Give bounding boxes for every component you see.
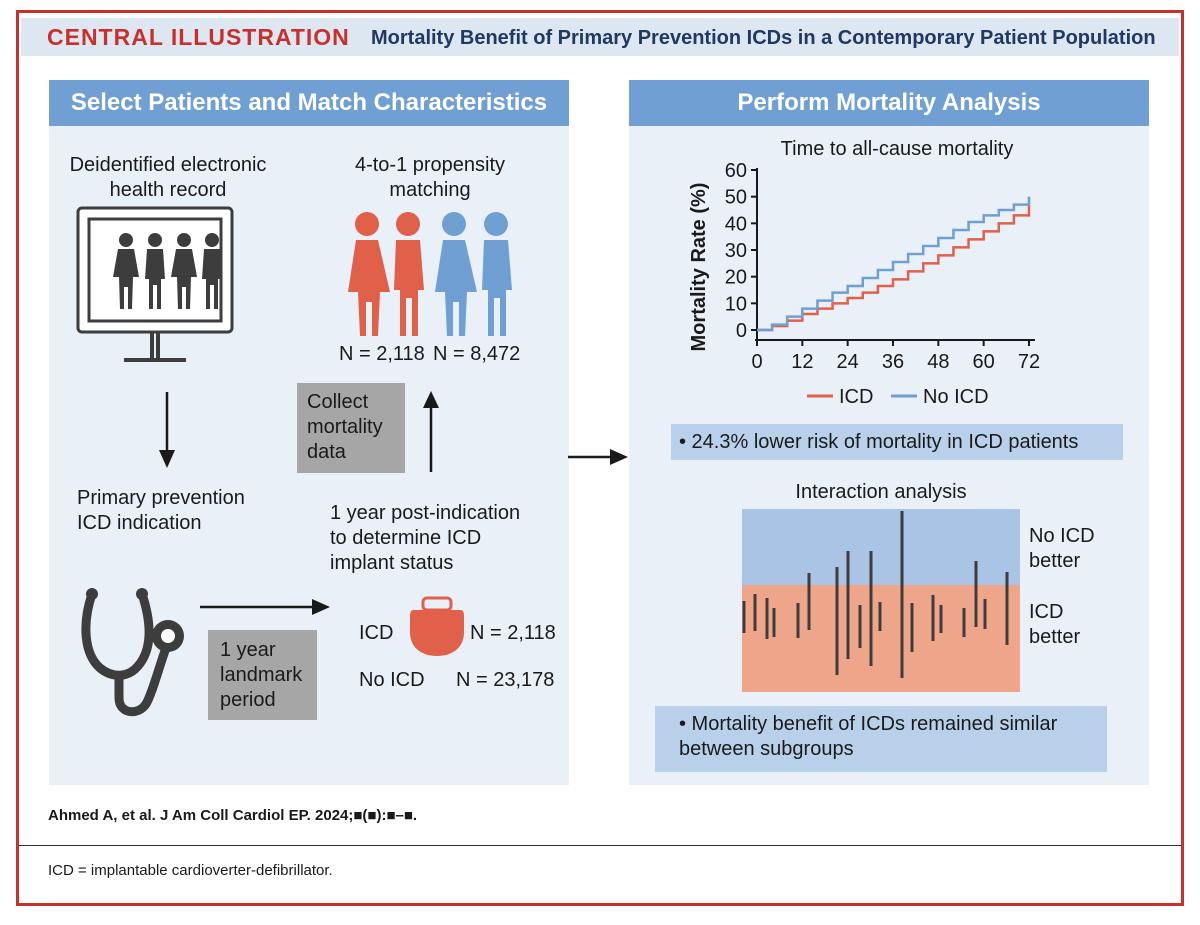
mortality-chart: Time to all-cause mortality Mortality Ra… — [688, 138, 1040, 408]
ehr-label-line2: health record — [109, 179, 227, 201]
y-tick-label: 30 — [725, 240, 747, 262]
post-line1: 1 year post-indication — [330, 502, 521, 524]
collect-line3: data — [307, 441, 346, 463]
noicd-label: No ICD — [359, 669, 425, 691]
central-illustration-label: CENTRAL ILLUSTRATION — [47, 24, 350, 50]
landmark-period-box: 1 year landmark period — [208, 630, 317, 720]
family-icon — [113, 233, 222, 309]
noicd-better-label: No ICD better — [1029, 524, 1095, 574]
x-tick-label: 72 — [1018, 351, 1040, 373]
noicd-count: N = 23,178 — [456, 669, 555, 691]
icd-better-label: ICD better — [1029, 600, 1080, 650]
ehr-label: Deidentified electronic health record — [50, 153, 286, 203]
matching-label-line1: 4-to-1 propensity — [354, 154, 506, 176]
indication-label: Primary prevention ICD indication — [77, 486, 245, 536]
collect-line2: mortality — [307, 416, 383, 438]
subgroup-bullet: • Mortality benefit of ICDs remained sim… — [655, 706, 1107, 772]
subgroup-bullet-line1: • Mortality benefit of ICDs remained sim… — [679, 713, 1058, 735]
noicd-better-line1: No ICD — [1029, 525, 1095, 547]
x-tick-label: 24 — [837, 351, 859, 373]
left-panel-title: Select Patients and Match Characteristic… — [49, 80, 569, 126]
page-title: Mortality Benefit of Primary Prevention … — [371, 27, 1156, 49]
y-tick-label: 20 — [725, 267, 747, 289]
y-tick-label: 10 — [725, 293, 747, 315]
x-tick-label: 60 — [973, 351, 995, 373]
title-bar: CENTRAL ILLUSTRATION Mortality Benefit o… — [21, 18, 1179, 56]
landmark-line1: 1 year — [220, 639, 276, 661]
post-indication-label: 1 year post-indication to determine ICD … — [330, 501, 520, 576]
x-tick-label: 12 — [791, 351, 813, 373]
noicd-better-line2: better — [1029, 550, 1081, 572]
post-line2: to determine ICD — [330, 527, 482, 549]
couple-icon — [348, 212, 512, 336]
collect-mortality-box: Collect mortality data — [297, 383, 405, 473]
monitor-icon — [76, 206, 234, 362]
chart-series — [757, 196, 1031, 332]
y-axis-label: Mortality Rate (%) — [688, 183, 710, 352]
post-line3: implant status — [330, 552, 454, 574]
collect-line1: Collect — [307, 391, 369, 413]
interaction-plot — [742, 509, 1020, 692]
subgroup-bullet-line2: between subgroups — [679, 738, 854, 760]
x-tick-label: 36 — [882, 351, 904, 373]
interaction-title: Interaction analysis — [795, 481, 967, 503]
icd-better-line2: better — [1029, 626, 1081, 648]
icd-count: N = 2,118 — [470, 622, 556, 644]
y-tick-label: 0 — [736, 320, 747, 342]
footnote: ICD = implantable cardioverter-defibrill… — [48, 862, 333, 879]
chart-axes: 0 10 20 30 40 50 60 0 12 24 36 48 60 72 — [725, 160, 1040, 373]
x-tick-label: 48 — [927, 351, 949, 373]
chart-title: Time to all-cause mortality — [781, 138, 1014, 160]
indication-line2: ICD indication — [77, 512, 202, 534]
series-line-no-icd — [757, 196, 1031, 332]
icd-label: ICD — [359, 622, 394, 644]
y-tick-label: 60 — [725, 160, 747, 182]
risk-bullet: • 24.3% lower risk of mortality in ICD p… — [671, 424, 1123, 460]
matching-label-line2: matching — [389, 179, 471, 201]
landmark-line3: period — [220, 689, 276, 711]
citation: Ahmed A, et al. J Am Coll Cardiol EP. 20… — [48, 807, 418, 824]
right-panel-title: Perform Mortality Analysis — [629, 80, 1149, 126]
icd-device-icon — [410, 596, 464, 656]
legend-label: No ICD — [923, 386, 989, 408]
x-tick-label: 0 — [751, 351, 762, 373]
chart-legend: ICD No ICD — [807, 386, 989, 408]
indication-line1: Primary prevention — [77, 487, 245, 509]
stethoscope-icon — [81, 588, 184, 717]
matching-label: 4-to-1 propensity matching — [320, 153, 540, 203]
footnote-divider — [19, 845, 1181, 846]
y-tick-label: 40 — [725, 213, 747, 235]
icd-better-line1: ICD — [1029, 601, 1064, 623]
y-tick-label: 50 — [725, 187, 747, 209]
legend-label: ICD — [839, 386, 873, 408]
matched-noicd-count: N = 8,472 — [433, 343, 521, 365]
landmark-line2: landmark — [220, 664, 303, 686]
matched-icd-count: N = 2,118 — [339, 343, 425, 365]
ehr-label-line1: Deidentified electronic — [69, 154, 267, 176]
